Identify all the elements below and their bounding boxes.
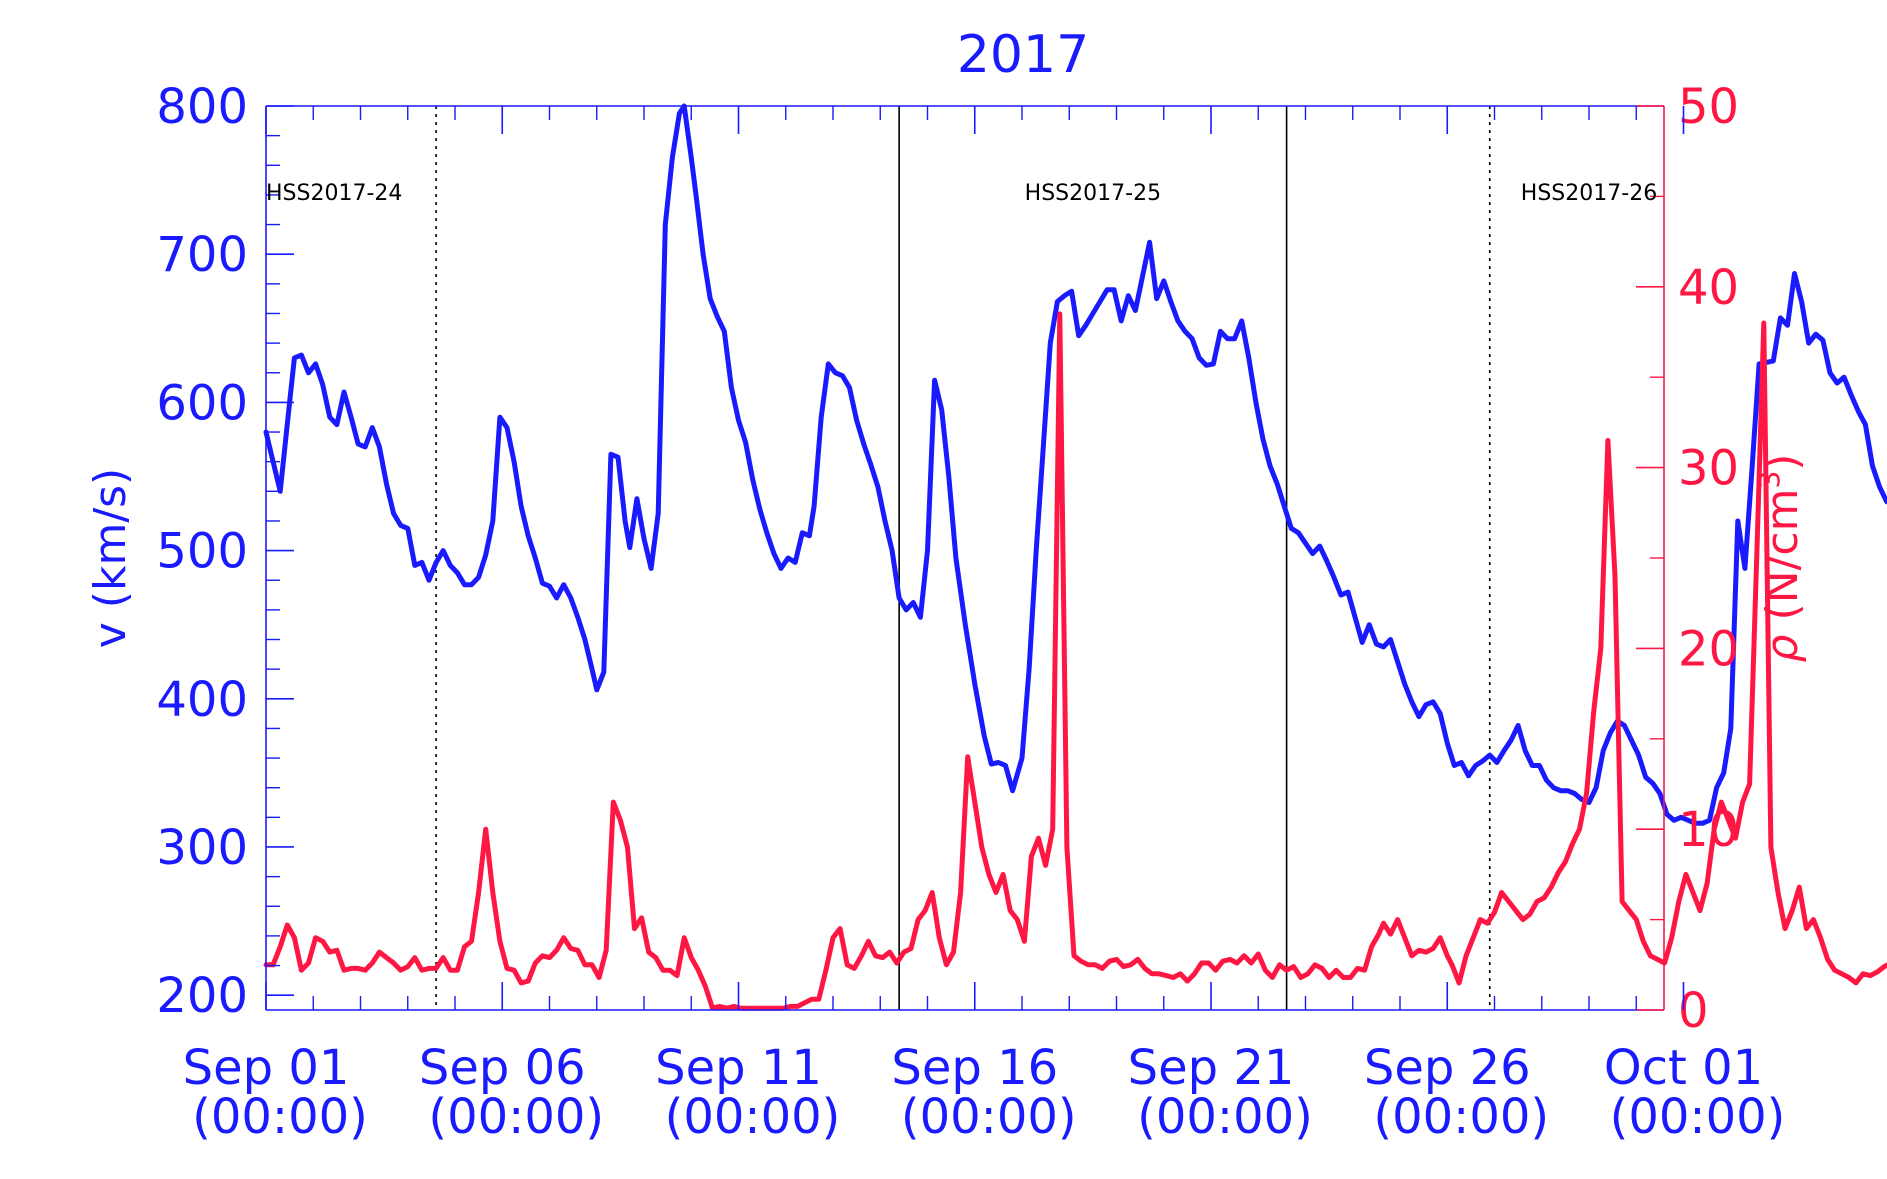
x-tick-label-date: Sep 16	[891, 1040, 1058, 1096]
chart-title: 2017	[957, 25, 1089, 85]
y-axis-label-right-symbol: ρ	[1757, 634, 1808, 662]
y-right-tick-label: 0	[1678, 983, 1709, 1039]
y-left-tick-label: 300	[156, 820, 248, 876]
y-left-tick-label: 700	[156, 227, 248, 283]
x-tick-label-time: (00:00)	[1610, 1089, 1786, 1145]
y-left-tick-label: 200	[156, 968, 248, 1024]
y-left-tick-label: 400	[156, 672, 248, 728]
x-tick-label-date: Sep 21	[1128, 1040, 1295, 1096]
x-tick-label-date: Oct 01	[1604, 1040, 1763, 1096]
x-tick-label-date: Sep 26	[1364, 1040, 1531, 1096]
x-tick-label-time: (00:00)	[1137, 1089, 1313, 1145]
x-tick-label-date: Sep 06	[419, 1040, 586, 1096]
x-tick-label-time: (00:00)	[665, 1089, 841, 1145]
y-right-tick-label: 10	[1678, 802, 1739, 858]
y-left-tick-label: 800	[156, 79, 248, 135]
y-axis-label-right-close: )	[1757, 454, 1808, 471]
y-axis-label-right-exp: 3	[1753, 471, 1786, 489]
y-axis-label-right: ρ (N/cm3)	[1753, 454, 1808, 663]
y-axis-label-right-unit: (N/cm	[1757, 489, 1808, 621]
x-tick-label-date: Sep 11	[655, 1040, 822, 1096]
x-tick-label-time: (00:00)	[192, 1089, 368, 1145]
x-tick-label-time: (00:00)	[901, 1089, 1077, 1145]
y-right-tick-label: 50	[1678, 79, 1739, 135]
velocity-series-line	[263, 103, 1887, 826]
y-left-tick-label: 500	[156, 524, 248, 580]
y-right-tick-label: 30	[1678, 441, 1739, 497]
hss-label-3: HSS2017-26	[1521, 181, 1657, 206]
reference-lines	[435, 106, 1491, 1010]
series-layer	[263, 103, 1887, 1011]
density-series-line	[263, 311, 1887, 1011]
y-left-tick-label: 600	[156, 375, 248, 431]
x-tick-label-time: (00:00)	[1373, 1089, 1549, 1145]
y-right-tick-label: 20	[1678, 621, 1739, 677]
y-right-tick-label: 40	[1678, 260, 1739, 316]
x-tick-label-time: (00:00)	[428, 1089, 604, 1145]
x-tick-label-date: Sep 01	[183, 1040, 350, 1096]
y-axis-label-left: v (km/s)	[85, 468, 136, 648]
hss-label-1: HSS2017-24	[266, 181, 402, 206]
hss-label-2: HSS2017-25	[1025, 181, 1161, 206]
axes-layer	[265, 105, 1665, 1011]
annotations-layer: HSS2017-24 HSS2017-25 HSS2017-26	[266, 181, 1657, 206]
